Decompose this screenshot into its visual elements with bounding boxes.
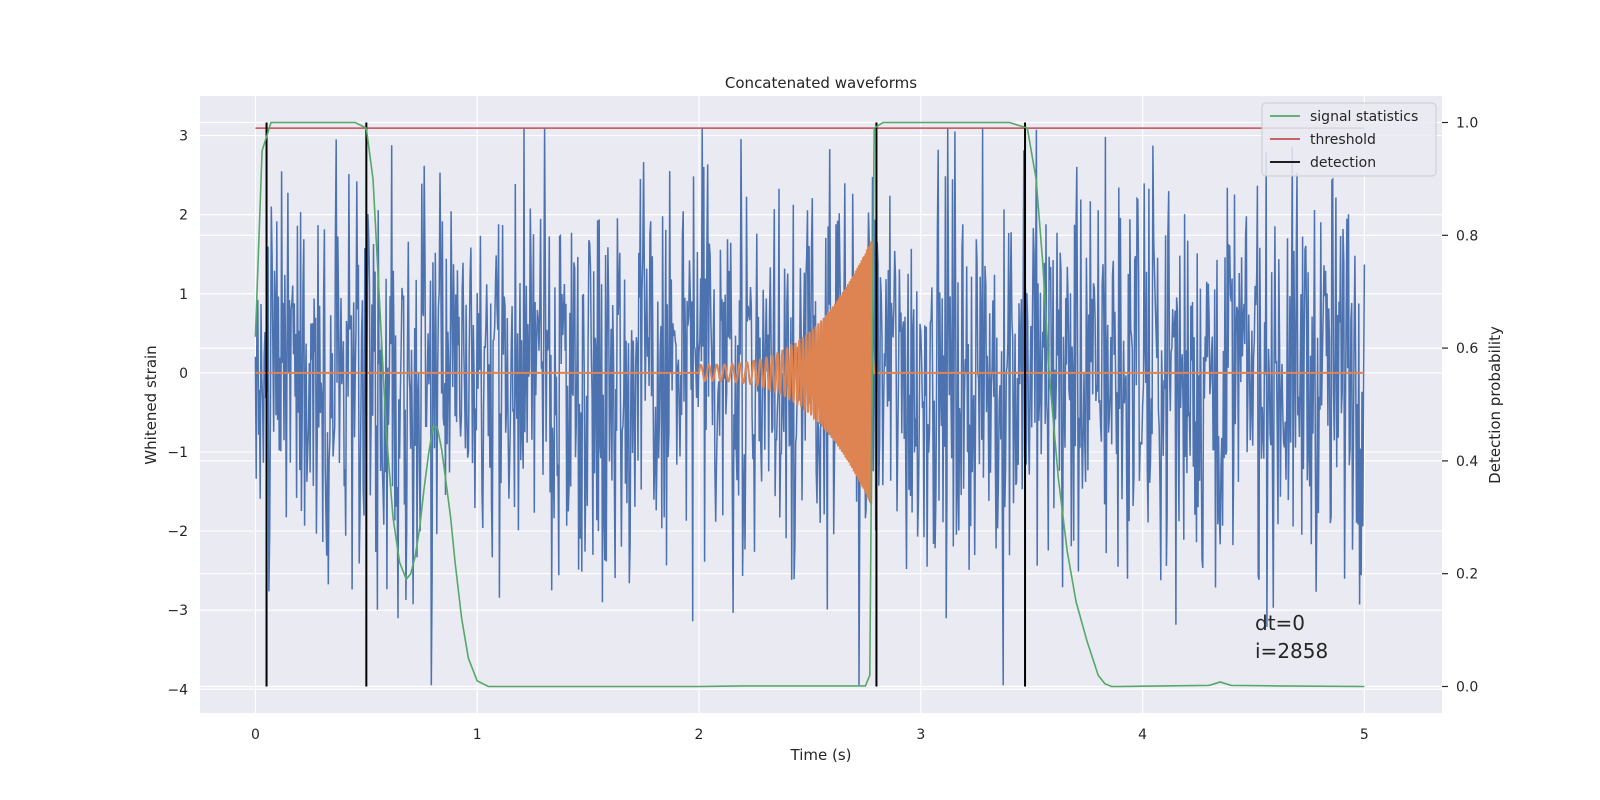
x-tick-label: 3 <box>916 727 925 743</box>
y-axis-title: Whitened strain <box>142 345 160 464</box>
annotation-index: i=2858 <box>1255 639 1328 663</box>
y2-axis-ticks: 0.0 0.2 0.4 0.6 0.8 1.0 <box>1442 116 1478 695</box>
x-tick-label: 2 <box>695 727 704 743</box>
y-tick-label: −1 <box>167 445 188 461</box>
y-tick-label: 3 <box>179 129 188 145</box>
x-tick-label: 1 <box>473 727 482 743</box>
signal-statistics-line <box>254 121 1365 688</box>
grid <box>200 96 1442 713</box>
y2-tick-label: 1.0 <box>1456 116 1478 132</box>
x-tick-label: 4 <box>1138 727 1147 743</box>
y2-tick-label: 0.4 <box>1456 454 1478 470</box>
legend-label-threshold: threshold <box>1310 132 1376 148</box>
annotation-dt: dt=0 <box>1255 611 1305 635</box>
legend: signal statistics threshold detection <box>1261 102 1437 177</box>
y-tick-label: 2 <box>179 208 188 224</box>
legend-label-signal-statistics: signal statistics <box>1310 109 1418 125</box>
y2-tick-label: 0.8 <box>1456 228 1478 244</box>
y-axis-ticks: −4 −3 −2 −1 0 1 2 3 <box>167 129 188 699</box>
detection-lines <box>265 122 1027 687</box>
chart-title: Concatenated waveforms <box>725 74 917 92</box>
y-tick-label: −4 <box>167 682 188 698</box>
legend-label-detection: detection <box>1310 155 1376 171</box>
y-tick-label: 0 <box>179 366 188 382</box>
y-tick-label: 1 <box>179 287 188 303</box>
injection-series-line <box>255 240 1365 505</box>
y2-tick-label: 0.6 <box>1456 341 1478 357</box>
x-axis-title: Time (s) <box>790 746 852 764</box>
y2-tick-label: 0.0 <box>1456 679 1478 695</box>
x-tick-label: 5 <box>1360 727 1369 743</box>
y-tick-label: −3 <box>167 603 188 619</box>
x-tick-label: 0 <box>251 727 260 743</box>
y2-tick-label: 0.2 <box>1456 567 1478 583</box>
y-tick-label: −2 <box>167 524 188 540</box>
y2-axis-title: Detection probability <box>1486 326 1504 484</box>
legend-box <box>1261 102 1437 177</box>
x-axis-ticks: 0 1 2 3 4 5 <box>251 727 1369 743</box>
